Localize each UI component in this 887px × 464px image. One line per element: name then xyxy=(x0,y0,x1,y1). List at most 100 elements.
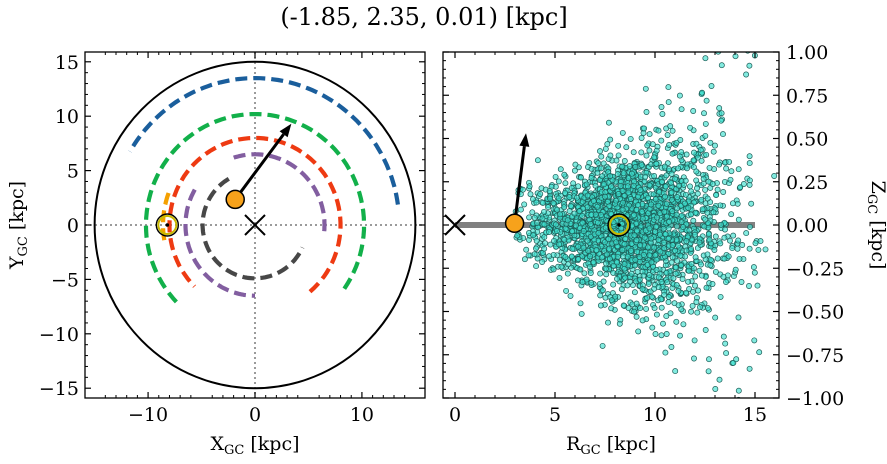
star-point xyxy=(663,213,670,220)
star-point xyxy=(561,204,568,211)
star-point xyxy=(608,297,615,304)
star-point xyxy=(717,293,724,300)
star-point xyxy=(624,253,631,260)
star-point xyxy=(757,238,764,245)
y-tick-label: 0.75 xyxy=(786,85,828,107)
star-point xyxy=(590,259,597,266)
star-point xyxy=(700,175,707,182)
star-point xyxy=(598,212,604,218)
star-point xyxy=(600,160,607,167)
star-point xyxy=(694,185,700,192)
star-point xyxy=(660,239,667,246)
star-point xyxy=(653,147,660,154)
star-point xyxy=(643,152,650,159)
star-point xyxy=(662,349,669,356)
sun-marker-dot xyxy=(165,223,170,227)
star-point xyxy=(563,287,570,294)
star-point xyxy=(526,183,533,190)
star-point xyxy=(702,132,709,139)
star-point xyxy=(676,92,683,99)
star-point xyxy=(594,219,601,226)
star-point xyxy=(717,240,724,247)
star-point xyxy=(692,282,698,289)
star-point xyxy=(643,305,650,312)
star-point xyxy=(637,242,644,249)
star-point xyxy=(625,189,632,196)
star-point xyxy=(746,365,753,372)
star-point xyxy=(691,337,698,344)
star-point xyxy=(531,214,538,221)
edge-on-plot-area xyxy=(444,52,779,453)
y-tick-label: −10 xyxy=(39,324,79,346)
star-point xyxy=(710,209,717,216)
star-point xyxy=(693,177,700,184)
star-point xyxy=(620,302,627,309)
star-point xyxy=(550,266,557,273)
star-point xyxy=(546,229,552,235)
star-point xyxy=(678,219,685,225)
star-point xyxy=(556,256,563,263)
star-point xyxy=(679,276,686,283)
star-point xyxy=(614,275,620,282)
star-point xyxy=(685,267,692,274)
star-point xyxy=(639,208,646,215)
star-point xyxy=(668,170,675,177)
star-point xyxy=(624,282,631,289)
star-point xyxy=(619,247,626,253)
star-point xyxy=(697,304,703,311)
star-point xyxy=(608,305,615,312)
star-point xyxy=(675,242,682,249)
star-point xyxy=(651,285,658,292)
star-point xyxy=(617,183,624,189)
star-point xyxy=(658,137,665,144)
galaxy-edge-circle xyxy=(93,60,417,390)
velocity-arrow-head xyxy=(519,133,530,147)
star-point xyxy=(545,204,552,211)
star-point xyxy=(592,211,599,218)
y-tick-label: −5 xyxy=(51,269,79,291)
star-point xyxy=(714,255,721,262)
star-point xyxy=(693,168,700,175)
star-point xyxy=(613,197,619,204)
star-point xyxy=(618,225,625,232)
star-point xyxy=(555,178,562,185)
star-point xyxy=(672,368,679,375)
star-point xyxy=(734,245,741,252)
star-point xyxy=(651,244,658,251)
star-point xyxy=(703,151,710,158)
star-point xyxy=(577,266,584,273)
star-point xyxy=(734,200,741,207)
star-point xyxy=(667,310,674,317)
star-point xyxy=(742,448,747,453)
y-tick-label: 10 xyxy=(55,106,79,128)
star-point xyxy=(587,221,594,228)
star-point xyxy=(588,175,595,181)
star-point xyxy=(692,254,699,261)
star-point xyxy=(720,189,727,195)
star-point xyxy=(663,313,670,320)
star-point xyxy=(565,261,572,268)
star-point xyxy=(572,161,579,168)
star-point xyxy=(610,269,617,276)
spiral-arm-4 xyxy=(230,152,327,232)
star-point xyxy=(514,232,521,239)
star-point xyxy=(746,181,753,188)
star-point xyxy=(771,173,778,179)
star-point xyxy=(526,214,533,221)
star-point xyxy=(575,243,582,250)
star-point xyxy=(594,203,601,210)
star-point xyxy=(704,305,711,312)
star-point xyxy=(652,228,659,235)
star-point xyxy=(603,251,610,258)
star-point xyxy=(645,244,651,251)
star-point xyxy=(721,255,728,262)
star-point xyxy=(707,256,714,263)
star-point xyxy=(533,237,540,244)
spiral-arm-5 xyxy=(183,188,255,298)
star-point xyxy=(704,195,711,202)
star-point xyxy=(621,158,628,164)
star-point xyxy=(687,124,694,131)
star-point xyxy=(595,230,602,237)
star-point xyxy=(746,160,753,167)
figure-title: (-1.85, 2.35, 0.01) [kpc] xyxy=(280,3,567,31)
